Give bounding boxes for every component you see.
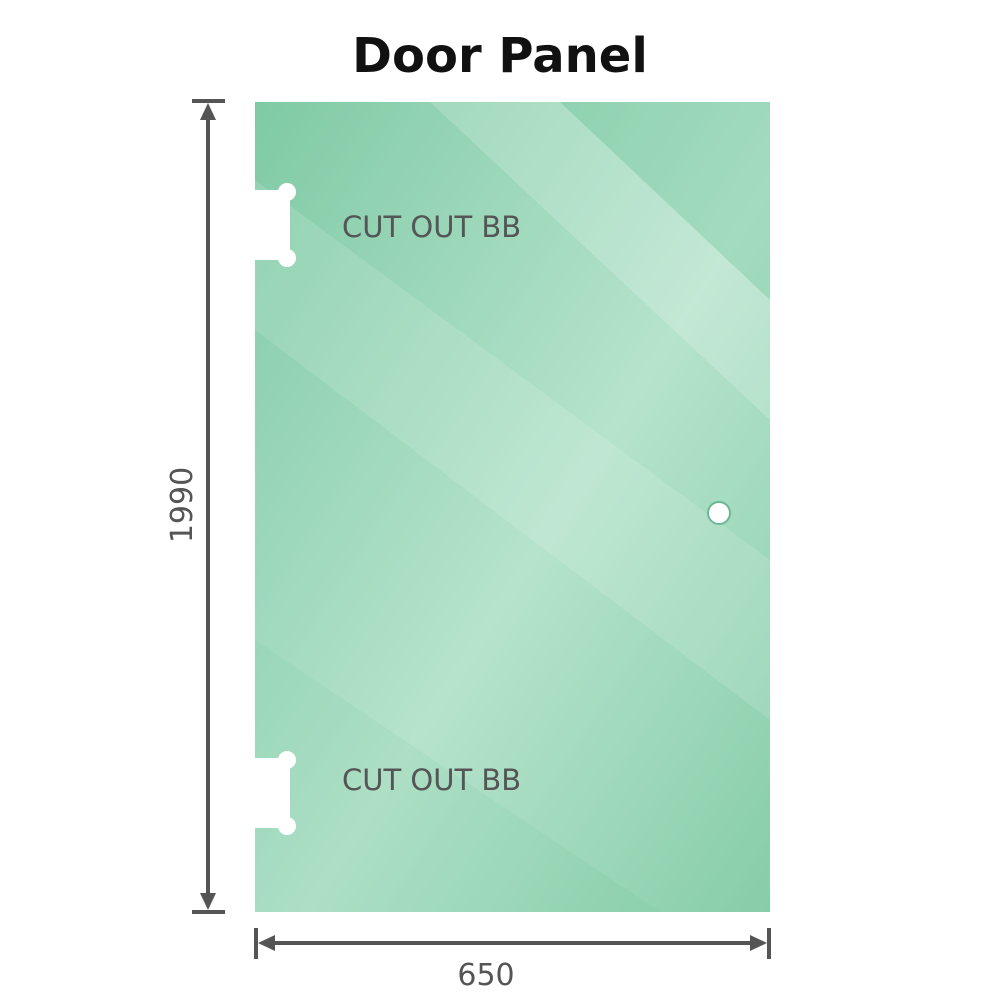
diagram-title: Door Panel [352,28,648,84]
cutout-top [250,183,296,267]
width-label: 650 [457,958,514,993]
cutout-label-top: CUT OUT BB [342,210,521,244]
cutout-label-bottom: CUT OUT BB [342,763,521,797]
height-label: 1990 [165,467,200,543]
height-dimension-arrow [192,99,225,914]
glass-panel [255,102,770,912]
cutout-bottom [250,751,296,835]
handle-hole [707,501,731,525]
width-dimension-arrow [254,928,771,959]
